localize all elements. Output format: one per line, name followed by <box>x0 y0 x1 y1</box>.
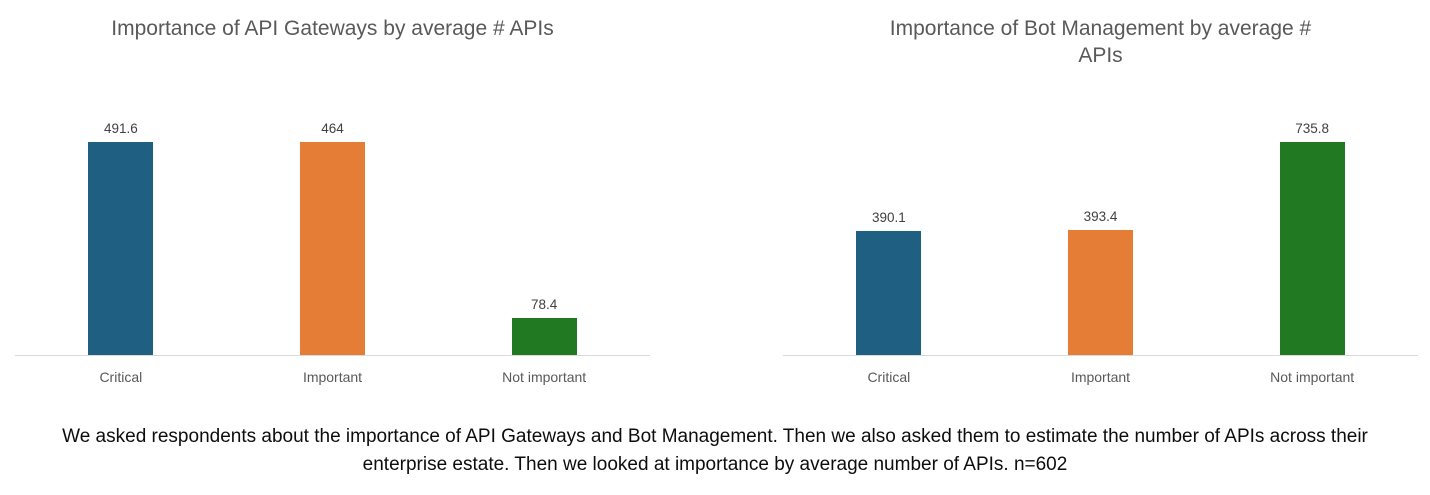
bar-column: 491.6 <box>15 121 227 355</box>
bar <box>300 142 365 355</box>
category-axis: Critical Important Not important <box>15 356 650 385</box>
category-label: Important <box>1070 369 1131 385</box>
category-label: Critical <box>99 369 143 385</box>
bar <box>1279 142 1345 355</box>
bar <box>1068 229 1133 355</box>
bar-column: 735.8 <box>1206 121 1418 355</box>
chart-title: Importance of API Gateways by average # … <box>111 17 554 40</box>
bar-column: 390.1 <box>783 121 995 355</box>
value-label: 491.6 <box>103 121 138 136</box>
category-axis: Critical Important Not important <box>783 356 1418 385</box>
value-label: 78.4 <box>531 296 558 312</box>
category-label: Not important <box>502 369 587 385</box>
value-label: 464 <box>321 121 344 136</box>
category-label: Not important <box>1270 369 1355 385</box>
chart-api-gateways: Importance of API Gateways by average # … <box>15 0 650 385</box>
bar-column: 464 <box>227 121 439 355</box>
figure: Importance of API Gateways by average # … <box>15 0 1418 385</box>
figure-caption: We asked respondents about the importanc… <box>62 426 1368 475</box>
value-label: 393.4 <box>1083 208 1118 224</box>
chart-bot-management: Importance of Bot Management by average … <box>783 0 1418 385</box>
chart-title: Importance of Bot Management by average … <box>889 17 1312 67</box>
category-label: Important <box>302 369 363 385</box>
bar <box>856 230 922 355</box>
value-label: 735.8 <box>1295 121 1330 136</box>
plot-area: 390.1 393.4 735.8 <box>783 121 1418 356</box>
bar-column: 393.4 <box>995 121 1207 355</box>
value-label: 390.1 <box>871 209 906 225</box>
bar-column: 78.4 <box>438 121 650 355</box>
bar <box>511 317 577 355</box>
plot-area: 491.6 464 78.4 <box>15 121 650 356</box>
bar <box>88 142 154 355</box>
category-label: Critical <box>867 369 911 385</box>
